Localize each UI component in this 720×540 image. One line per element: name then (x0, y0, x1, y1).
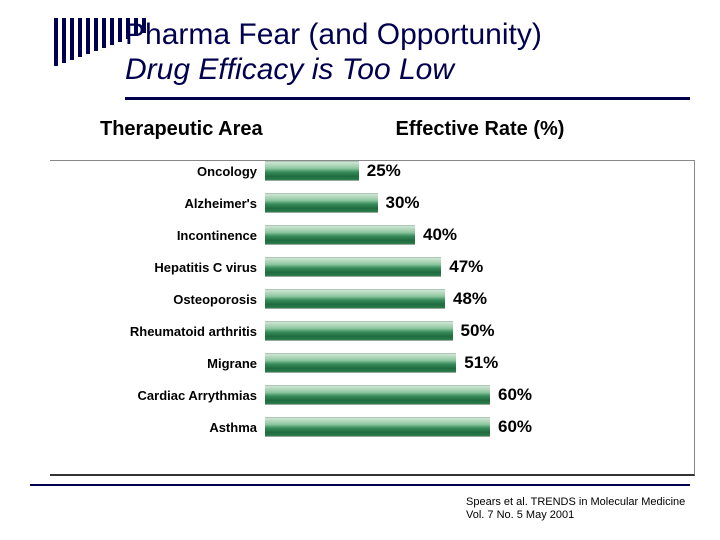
slide-header: Pharma Fear (and Opportunity) Drug Effic… (30, 18, 690, 100)
col-header-left: Therapeutic Area (90, 118, 280, 141)
bar-value: 30% (386, 193, 420, 213)
bar-cell: 60% (265, 379, 650, 411)
bar-cell: 30% (265, 187, 650, 219)
row-label: Incontinence (90, 228, 265, 243)
slide: Pharma Fear (and Opportunity) Drug Effic… (0, 0, 720, 540)
row-label: Migrane (90, 356, 265, 371)
top-rule (125, 97, 690, 100)
row-label: Cardiac Arrythmias (90, 388, 265, 403)
bottom-rule (30, 484, 690, 486)
row-label: Rheumatoid arthritis (90, 324, 265, 339)
table-row: Asthma 60% (90, 411, 650, 443)
bar (265, 225, 415, 245)
bar (265, 161, 359, 181)
bar-value: 40% (423, 225, 457, 245)
table-row: Incontinence 40% (90, 219, 650, 251)
bar-cell: 48% (265, 283, 650, 315)
bar-cell: 51% (265, 347, 650, 379)
bar (265, 321, 453, 341)
table-row: Osteoporosis 48% (90, 283, 650, 315)
bar-value: 48% (453, 289, 487, 309)
bar (265, 417, 490, 437)
bar-value: 25% (367, 161, 401, 181)
row-label: Oncology (90, 164, 265, 179)
table-row: Cardiac Arrythmias 60% (90, 379, 650, 411)
title-line1: Pharma Fear (and Opportunity) (125, 18, 542, 51)
chart-area: Therapeutic Area Effective Rate (%) Onco… (90, 118, 650, 449)
bar (265, 353, 456, 373)
bar (265, 289, 445, 309)
decor-bars (54, 18, 146, 66)
row-label: Osteoporosis (90, 292, 265, 307)
bar-cell: 60% (265, 411, 650, 443)
row-label: Asthma (90, 420, 265, 435)
row-label: Alzheimer's (90, 196, 265, 211)
slide-title: Pharma Fear (and Opportunity) Drug Effic… (125, 18, 690, 87)
bar-cell: 50% (265, 315, 650, 347)
table-row: Alzheimer's 30% (90, 187, 650, 219)
col-header-right: Effective Rate (%) (280, 118, 650, 141)
bar-chart: Oncology 25% Alzheimer's 30% Incontinence 40%… (90, 149, 650, 449)
bar-value: 60% (498, 417, 532, 437)
row-label: Hepatitis C virus (90, 260, 265, 275)
bar-value: 50% (461, 321, 495, 341)
title-line2: Drug Efficacy is Too Low (125, 53, 454, 86)
bar (265, 257, 441, 277)
bar-cell: 47% (265, 251, 650, 283)
bar-value: 51% (464, 353, 498, 373)
table-row: Rheumatoid arthritis 50% (90, 315, 650, 347)
bar (265, 193, 378, 213)
column-headers: Therapeutic Area Effective Rate (%) (90, 118, 650, 141)
bar-value: 47% (449, 257, 483, 277)
table-row: Oncology 25% (90, 155, 650, 187)
bar-cell: 40% (265, 219, 650, 251)
bar-value: 60% (498, 385, 532, 405)
bar-cell: 25% (265, 155, 650, 187)
citation: Spears et al. TRENDS in Molecular Medici… (466, 496, 686, 522)
table-row: Migrane 51% (90, 347, 650, 379)
table-row: Hepatitis C virus 47% (90, 251, 650, 283)
bar (265, 385, 490, 405)
